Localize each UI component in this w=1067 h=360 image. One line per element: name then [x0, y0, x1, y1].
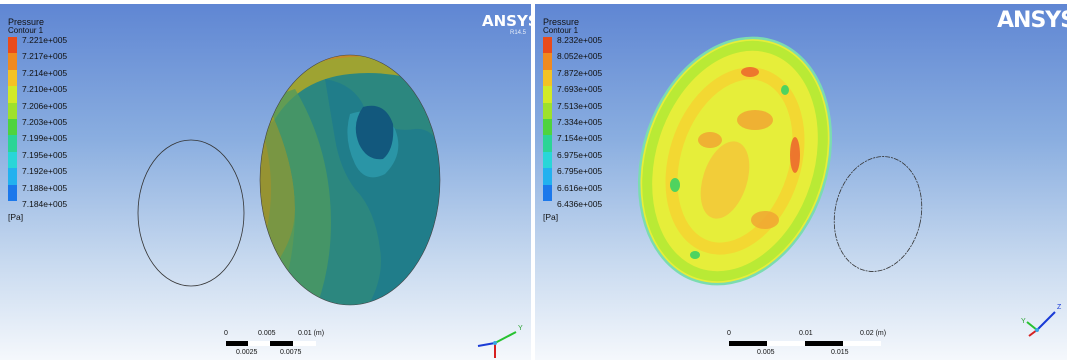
legend-value: 7.199e+005 — [22, 133, 68, 144]
legend-swatch-7 — [543, 135, 552, 152]
legend-value: 7.693e+005 — [557, 84, 603, 95]
legend-value: 8.232e+005 — [557, 35, 603, 45]
legend-value: 6.436e+005 — [557, 198, 603, 209]
legend-subtitle: Contour 1 — [543, 26, 579, 35]
contour-disk — [259, 54, 441, 306]
legend-swatch-8 — [8, 151, 17, 169]
legend-swatch-5 — [543, 102, 552, 119]
legend-labels: 7.221e+005 7.217e+005 7.214e+005 7.210e+… — [22, 35, 67, 215]
ansys-logo: ANSYS — [997, 8, 1067, 33]
axis-label-y: Y — [518, 325, 523, 332]
scale-label: 0.01 (m) — [298, 330, 325, 337]
scale-label: 0.0075 — [280, 349, 302, 356]
legend-value: 7.334e+005 — [557, 116, 603, 127]
contour-disk — [635, 30, 835, 292]
legend-value: 7.210e+005 — [22, 84, 68, 95]
legend-value: 7.195e+005 — [22, 149, 68, 160]
scale-label: 0 — [727, 330, 731, 337]
legend-value: 6.975e+005 — [557, 149, 603, 160]
scale-bar — [729, 341, 881, 346]
legend-swatch-4 — [543, 86, 552, 103]
legend-swatch-8 — [543, 151, 552, 169]
legend-value: 7.872e+005 — [557, 67, 603, 78]
legend-title: Pressure — [8, 17, 45, 27]
legend-swatch-3 — [543, 69, 552, 87]
ansys-logo: ANSYS — [482, 12, 531, 30]
axis-label-z: Z — [1057, 304, 1062, 311]
legend-value: 6.795e+005 — [557, 166, 603, 177]
scale-label: 0.005 — [757, 349, 775, 356]
legend-swatch-1 — [543, 37, 552, 54]
legend-value: 7.206e+005 — [22, 100, 68, 111]
outline-ellipse — [137, 139, 245, 287]
legend-value: 7.188e+005 — [22, 182, 68, 193]
axis-triad — [1026, 311, 1056, 337]
legend-labels: 8.232e+005 8.052e+005 7.872e+005 7.693e+… — [557, 35, 602, 215]
scale-label: 0.01 — [799, 330, 813, 337]
axis-triad — [477, 331, 517, 358]
legend-swatch-6 — [543, 118, 552, 136]
version-label: R14.5 — [510, 30, 527, 36]
legend-swatch-2 — [543, 53, 552, 70]
legend-value: 7.154e+005 — [557, 133, 603, 144]
legend-value: 6.616e+005 — [557, 182, 603, 193]
legend-value: 7.192e+005 — [22, 166, 68, 177]
legend-title: Pressure — [543, 17, 580, 27]
right-viewport[interactable]: Pressure Contour 1 8.232e+005 8.052e+005… — [535, 4, 1067, 360]
legend-value: 7.513e+005 — [557, 100, 603, 111]
scale-label: 0.02 (m) — [860, 330, 887, 337]
legend-unit: [Pa] — [543, 212, 559, 222]
legend-swatch-10 — [8, 184, 17, 201]
legend-colorbar — [8, 37, 17, 201]
scale-label: 0.0025 — [236, 349, 258, 356]
legend-swatch-1 — [8, 37, 17, 54]
legend-swatch-10 — [543, 184, 552, 201]
scale-bar-segment — [767, 341, 805, 346]
legend-value: 8.052e+005 — [557, 51, 603, 62]
legend-value: 7.203e+005 — [22, 116, 68, 127]
legend-swatch-3 — [8, 69, 17, 87]
legend-value: 7.221e+005 — [22, 35, 68, 45]
legend-value: 7.214e+005 — [22, 67, 68, 78]
outline-ellipse — [833, 156, 923, 272]
scale-label: 0 — [224, 330, 228, 337]
legend-unit: [Pa] — [8, 212, 24, 222]
legend-swatch-2 — [8, 53, 17, 70]
legend-value: 7.217e+005 — [22, 51, 68, 62]
left-viewport[interactable]: Pressure Contour 1 7.221e+005 7.217e+005… — [0, 4, 531, 360]
scale-bar-segment — [843, 341, 881, 346]
scale-bar — [226, 341, 316, 346]
legend-swatch-9 — [8, 168, 17, 185]
scale-label: 0.005 — [258, 330, 276, 337]
scale-bar-segment — [293, 341, 316, 346]
legend-swatch-7 — [8, 135, 17, 152]
legend-colorbar — [543, 37, 552, 201]
legend-swatch-6 — [8, 118, 17, 136]
legend-swatch-4 — [8, 86, 17, 103]
legend-subtitle: Contour 1 — [8, 26, 44, 35]
legend-value: 7.184e+005 — [22, 198, 68, 209]
legend-swatch-9 — [543, 168, 552, 185]
legend-swatch-5 — [8, 102, 17, 119]
scale-bar-segment — [248, 341, 270, 346]
axis-label-y: Y — [1021, 318, 1026, 325]
scale-label: 0.015 — [831, 349, 849, 356]
